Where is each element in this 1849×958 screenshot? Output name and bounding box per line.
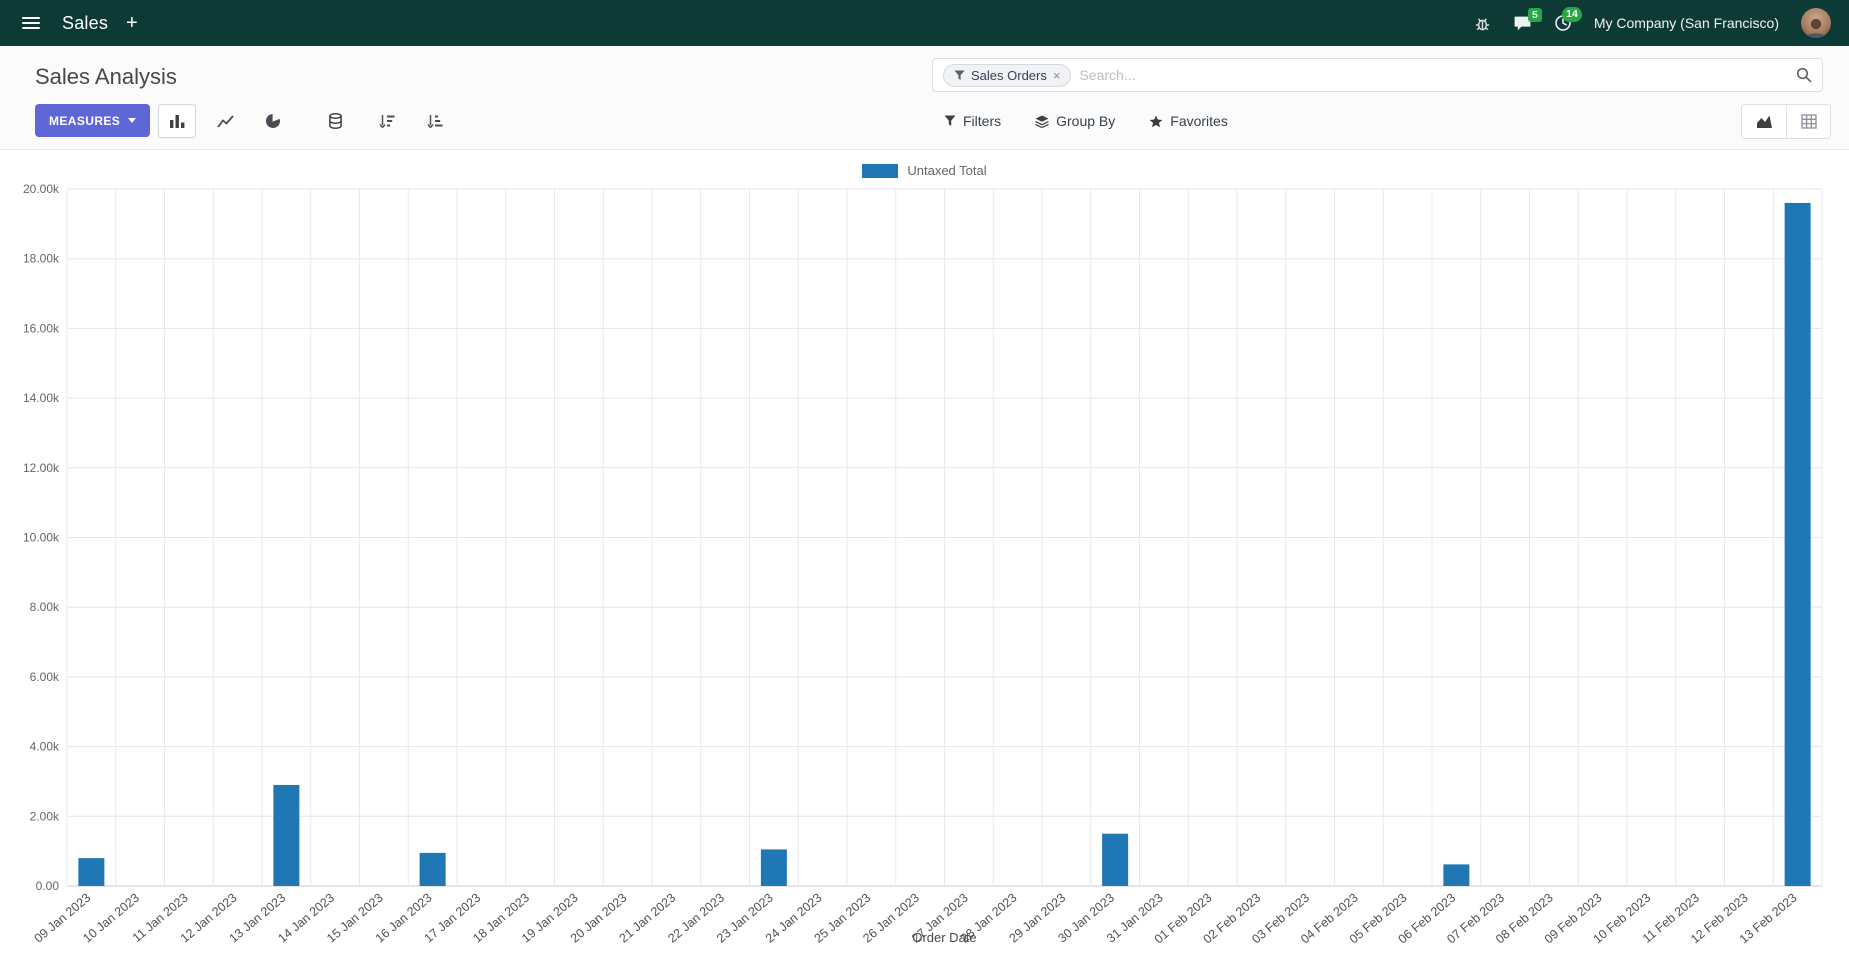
chart-bar[interactable] (419, 852, 446, 886)
messages-icon[interactable]: 5 (1513, 7, 1542, 32)
svg-text:12.00k: 12.00k (23, 461, 60, 475)
stacked-database-icon (328, 113, 342, 129)
sales-analysis-chart: 0.00 2.00k 4.00k 6.00k 8.00k 10.00k 12.00k 14.0… (23, 182, 1823, 946)
stacked-toggle-button[interactable] (316, 104, 354, 138)
star-icon (1149, 115, 1163, 127)
filter-icon (944, 115, 956, 126)
chart-area: Untaxed Total 0.00 2.00k 4.00k 6.00k 8.00k 10… (0, 150, 1849, 958)
svg-text:10.00k: 10.00k (23, 531, 60, 545)
sort-descending-button[interactable] (368, 104, 406, 138)
view-switcher (1741, 104, 1831, 139)
svg-text:2.00k: 2.00k (30, 809, 60, 823)
chart-bar[interactable] (760, 849, 787, 886)
search-bar: Sales Orders × (932, 58, 1823, 92)
filter-icon (954, 69, 965, 80)
sort-ascending-icon (427, 114, 443, 128)
sort-buttons (368, 104, 454, 138)
chevron-down-icon (128, 118, 137, 123)
favorites-button[interactable]: Favorites (1149, 113, 1228, 129)
plus-icon[interactable]: + (126, 12, 138, 34)
facet-label: Sales Orders (971, 67, 1047, 83)
graph-view-button[interactable] (1742, 105, 1786, 138)
svg-text:Order Date: Order Date (912, 930, 976, 945)
control-panel: Sales Analysis Sales Orders × MEASURES (0, 46, 1849, 150)
legend-item-untaxed-total[interactable]: Untaxed Total (0, 163, 1849, 178)
search-icon[interactable] (1796, 67, 1812, 83)
svg-text:0.00: 0.00 (36, 879, 60, 893)
svg-text:4.00k: 4.00k (30, 740, 60, 754)
pivot-view-button[interactable] (1786, 105, 1830, 138)
bar-chart-button[interactable] (158, 104, 196, 138)
filters-button[interactable]: Filters (944, 113, 1001, 129)
pie-chart-icon (266, 113, 281, 128)
activities-clock-icon[interactable]: 14 (1554, 7, 1582, 32)
svg-text:14.00k: 14.00k (23, 391, 60, 405)
pivot-table-icon (1800, 114, 1817, 129)
svg-text:6.00k: 6.00k (30, 670, 60, 684)
measures-label: MEASURES (49, 113, 121, 128)
top-navbar: Sales + 5 14 My Company (San Francisco) (0, 0, 1849, 46)
chart-bar[interactable] (78, 858, 105, 886)
navbar-systray: 5 14 My Company (San Francisco) (1474, 7, 1831, 38)
navbar-left: Sales + (18, 13, 138, 34)
activities-badge: 14 (1562, 7, 1582, 22)
facet-remove-icon[interactable]: × (1052, 67, 1061, 83)
sort-descending-icon (379, 114, 395, 128)
favorites-label: Favorites (1170, 113, 1228, 129)
app-name[interactable]: Sales (62, 12, 109, 33)
user-avatar[interactable] (1801, 8, 1831, 38)
filters-label: Filters (963, 113, 1002, 129)
pie-chart-button[interactable] (254, 104, 292, 138)
measures-button[interactable]: MEASURES (35, 104, 151, 137)
svg-text:16.00k: 16.00k (23, 321, 60, 335)
layers-icon (1035, 115, 1049, 128)
area-chart-icon (1756, 115, 1772, 128)
apps-menu-icon[interactable] (18, 13, 44, 33)
search-options: Filters Group By Favorites (944, 104, 1228, 138)
line-chart-button[interactable] (206, 104, 244, 138)
legend-swatch (862, 163, 899, 178)
chart-type-switcher (158, 104, 292, 138)
search-input[interactable] (1079, 67, 1788, 83)
messages-badge: 5 (1527, 7, 1542, 22)
company-menu[interactable]: My Company (San Francisco) (1593, 15, 1779, 31)
chart-bar[interactable] (1443, 864, 1470, 886)
page-title: Sales Analysis (35, 64, 177, 89)
group-by-label: Group By (1056, 113, 1116, 129)
svg-text:20.00k: 20.00k (23, 182, 60, 196)
bar-chart-icon (169, 114, 184, 128)
chart-bar[interactable] (1102, 833, 1129, 886)
svg-text:18.00k: 18.00k (23, 252, 60, 266)
group-by-button[interactable]: Group By (1035, 113, 1115, 129)
chart-bar[interactable] (1784, 202, 1811, 886)
search-facet-sales-orders[interactable]: Sales Orders × (943, 63, 1072, 87)
chart-bar[interactable] (273, 784, 300, 886)
sort-ascending-button[interactable] (416, 104, 454, 138)
svg-text:8.00k: 8.00k (30, 600, 60, 614)
legend-label: Untaxed Total (907, 163, 987, 178)
line-chart-icon (216, 114, 234, 128)
debug-bug-icon[interactable] (1474, 15, 1491, 32)
